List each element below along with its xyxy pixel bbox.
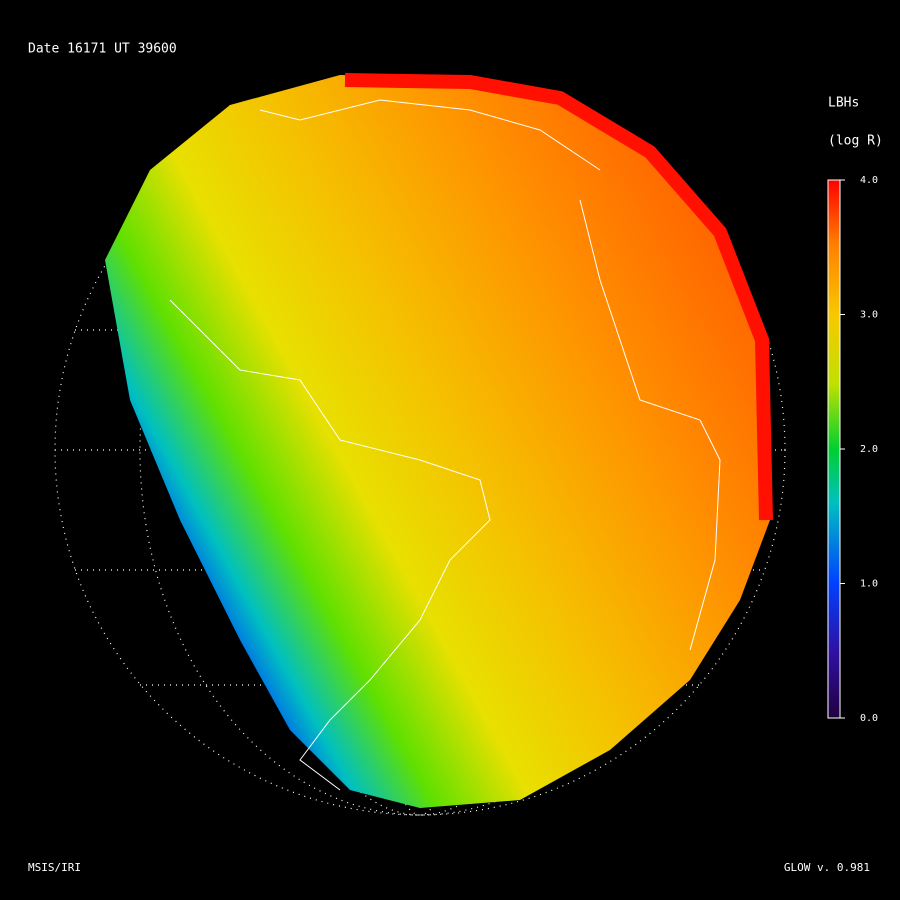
coastlines [169, 99, 721, 791]
footer-left: MSIS/IRI [28, 861, 81, 874]
colorbar [827, 179, 841, 719]
date-label: Date 16171 UT 39600 [28, 42, 177, 57]
colorbar-ticks: 0.0 1.0 2.0 3.0 4.0 [840, 175, 878, 724]
tick-label: 2.0 [860, 444, 878, 455]
tick-label: 1.0 [860, 579, 878, 590]
tick-label: 4.0 [860, 175, 878, 186]
colorbar-unit: (log R) [828, 134, 883, 149]
tick-label: 3.0 [860, 310, 878, 321]
tick-label: 0.0 [860, 713, 878, 724]
globe [54, 73, 786, 816]
emission-disk [105, 75, 770, 808]
limb-brightening [344, 73, 773, 521]
colorbar-title: LBHs [828, 96, 859, 111]
footer-right: GLOW v. 0.981 [784, 861, 870, 874]
